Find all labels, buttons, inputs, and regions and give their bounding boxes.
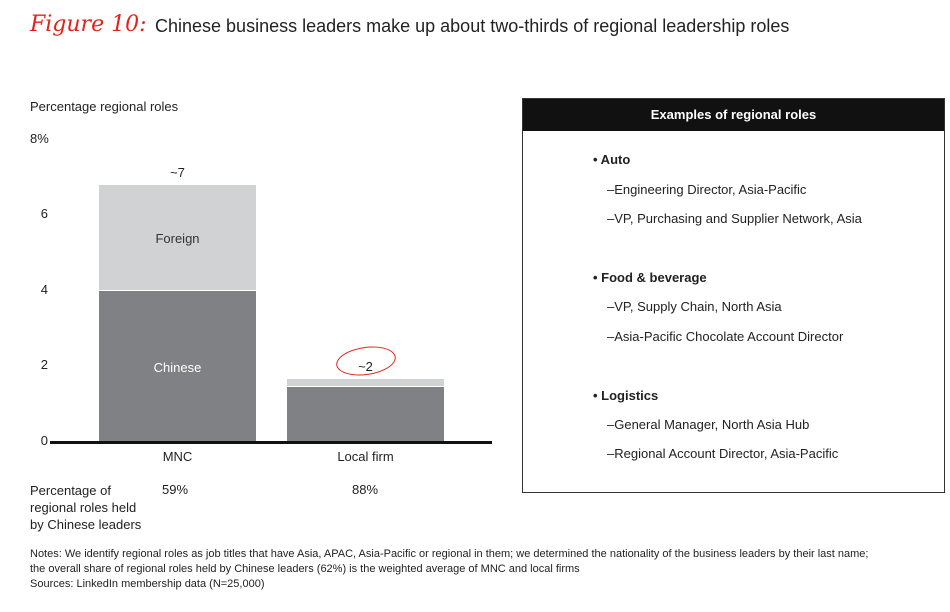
bar-segment-foreign (99, 184, 256, 290)
note-line: Notes: We identify regional roles as job… (30, 548, 869, 560)
group-auto: • Auto (593, 152, 631, 167)
y-tick-label: 2 (40, 357, 48, 373)
role-item: –General Manager, North Asia Hub (607, 417, 810, 432)
group-food-beverage: • Food & beverage (593, 270, 707, 285)
role-item: –Regional Account Director, Asia-Pacific (607, 446, 839, 461)
y-axis-label: Percentage regional roles (30, 99, 179, 114)
note-line: the overall share of regional roles held… (30, 563, 580, 575)
page-title: Chinese business leaders make up about t… (155, 16, 790, 36)
segment-label-chinese: Chinese (153, 360, 202, 375)
y-tick-label: 8% (30, 130, 49, 146)
share-row-label: Percentage of regional roles held by Chi… (30, 483, 142, 532)
figure-label: Figure 10: (30, 12, 147, 37)
y-tick-label: 0 (40, 433, 48, 448)
bar-segment-foreign (287, 378, 444, 387)
category-label: MNC (162, 449, 193, 464)
notes: Notes: We identify regional roles as job… (30, 547, 940, 592)
share-mnc: 59% (162, 482, 189, 497)
group-logistics: • Logistics (593, 388, 659, 403)
total-label: ~7 (170, 164, 185, 180)
role-item: –VP, Purchasing and Supplier Network, As… (607, 211, 862, 226)
segment-label-foreign: Foreign (155, 231, 200, 246)
role-item: –VP, Supply Chain, North Asia (607, 299, 782, 314)
total-label: ~2 (358, 358, 373, 374)
bar-segment-chinese (287, 387, 444, 442)
y-tick-label: 6 (40, 206, 48, 222)
y-tick-label: 4 (40, 281, 48, 297)
bar-segment-chinese (99, 290, 256, 442)
examples-title: Examples of regional roles (523, 99, 944, 131)
role-item: –Asia-Pacific Chocolate Account Director (607, 329, 844, 344)
role-item: –Engineering Director, Asia-Pacific (607, 182, 807, 197)
examples-panel: Examples of regional roles • Auto –Engin… (522, 98, 945, 493)
category-label: Local firm (337, 449, 394, 464)
note-line: Sources: LinkedIn membership data (N=25,… (30, 578, 265, 590)
x-axis-line (50, 441, 492, 444)
share-local: 88% (352, 482, 379, 497)
